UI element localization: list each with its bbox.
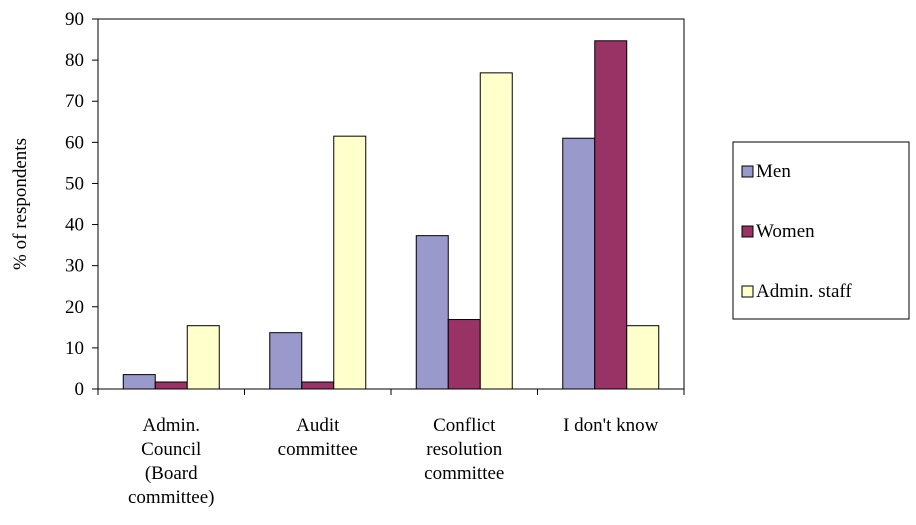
bar-admin-staff-2 — [333, 135, 367, 390]
y-tick-label: 20 — [65, 297, 84, 318]
legend-box — [732, 141, 910, 320]
x-tick-label: Conflict resolution committee — [424, 415, 504, 484]
x-axis: Admin. Council (Board committee) Audit commit… — [97, 389, 685, 508]
y-tick-label: 40 — [65, 215, 84, 236]
x-tick-label-line: Conflict — [433, 415, 496, 436]
bar-men-2 — [269, 332, 303, 390]
legend-swatch-admin-staff — [741, 285, 754, 298]
bar-men-4 — [562, 137, 596, 390]
bar-admin-staff-4 — [626, 325, 660, 390]
legend-swatch-men — [741, 165, 754, 178]
y-axis: 0 10 20 30 40 50 60 70 80 90 — [65, 9, 98, 400]
y-tick-label: 80 — [65, 50, 84, 71]
x-tick-label: I don't know — [563, 415, 659, 436]
bar-women-3 — [447, 319, 481, 390]
bar-men-3 — [415, 235, 449, 390]
x-tick-label-line: committee — [278, 439, 358, 460]
x-tick-label-line: (Board — [145, 463, 198, 484]
x-tick-label-line: committee) — [128, 487, 215, 508]
y-tick-label: 70 — [65, 91, 84, 112]
bar-women-4 — [594, 40, 628, 390]
x-tick-label-line: Audit — [296, 415, 340, 436]
x-tick-label: Audit committee — [278, 415, 358, 460]
legend: Men Women Admin. staff — [732, 141, 910, 320]
bar-women-2 — [301, 381, 335, 390]
x-tick-label: Admin. Council (Board committee) — [128, 415, 215, 508]
y-axis-label: % of respondents — [10, 138, 31, 270]
legend-label-admin-staff: Admin. staff — [756, 281, 852, 302]
x-tick-label-line: resolution — [426, 439, 502, 460]
y-tick-label: 30 — [65, 256, 84, 277]
legend-label-women: Women — [756, 221, 815, 242]
y-tick-label: 90 — [65, 9, 84, 30]
bar-admin-staff-1 — [186, 325, 220, 390]
y-tick-label: 50 — [65, 173, 84, 194]
x-tick-label-line: I don't know — [563, 415, 659, 436]
x-tick-label-line: committee — [424, 463, 504, 484]
legend-swatch-women — [741, 225, 754, 238]
bar-women-1 — [154, 381, 188, 390]
x-tick-label-line: Admin. — [142, 415, 200, 436]
y-tick-label: 0 — [75, 379, 85, 400]
x-tick-label-line: Council — [141, 439, 201, 460]
y-tick-label: 60 — [65, 132, 84, 153]
y-tick-label: 10 — [65, 338, 84, 359]
legend-label-men: Men — [756, 161, 791, 182]
bars — [122, 40, 660, 390]
bar-men-1 — [122, 374, 156, 390]
bar-admin-staff-3 — [479, 72, 513, 390]
